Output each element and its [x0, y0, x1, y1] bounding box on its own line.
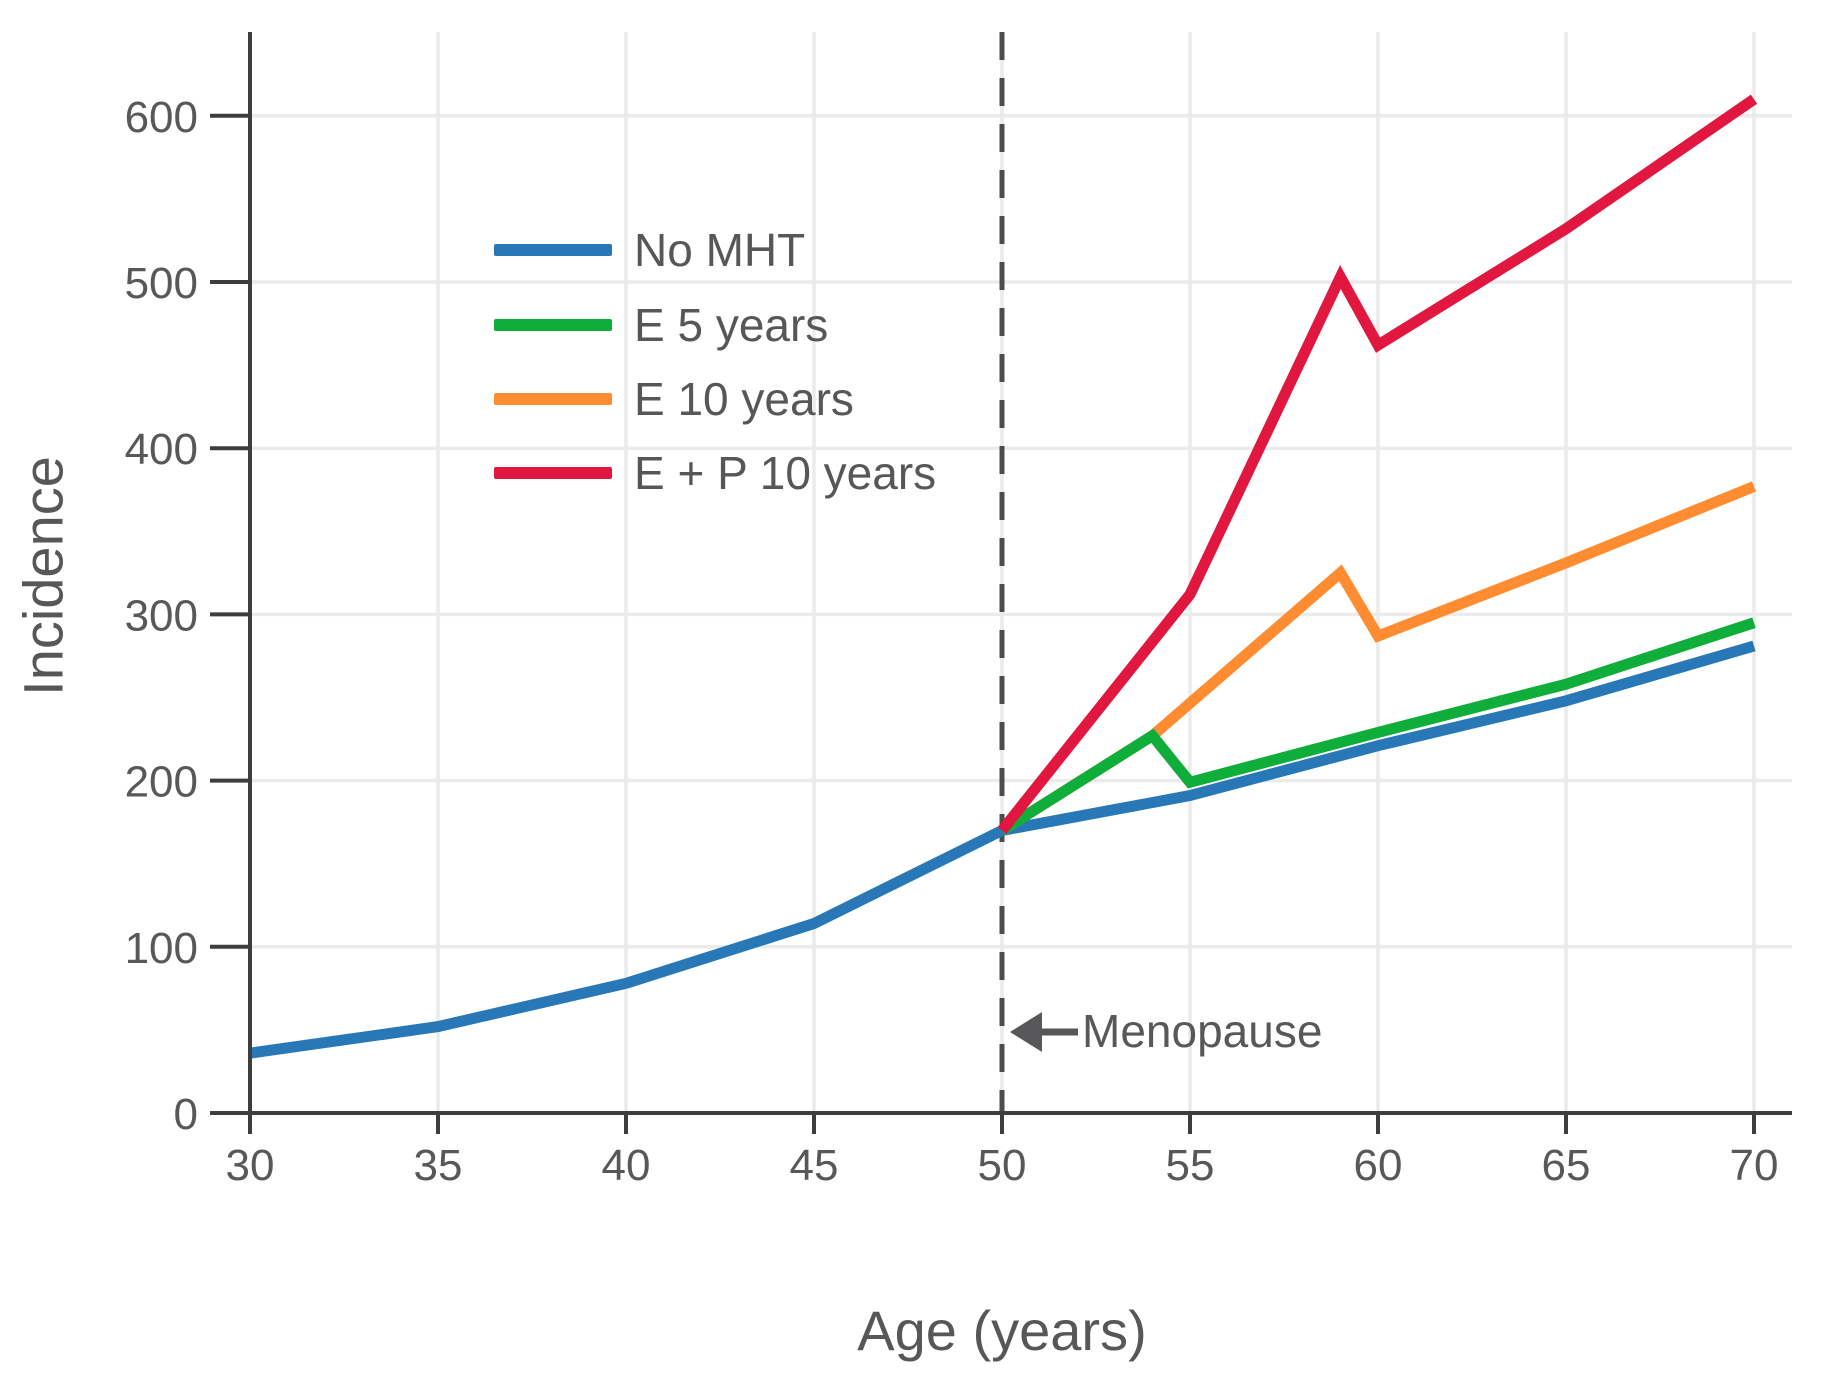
- legend-swatch-icon: [494, 244, 612, 257]
- legend-item-label: No MHT: [634, 224, 806, 277]
- svg-text:55: 55: [1166, 1141, 1215, 1190]
- svg-text:50: 50: [978, 1141, 1027, 1190]
- svg-text:100: 100: [125, 924, 198, 973]
- legend-item: No MHT: [494, 213, 936, 287]
- legend-item-label: E 5 years: [634, 298, 829, 351]
- svg-text:35: 35: [414, 1141, 463, 1190]
- y-axis-title: Incidence: [11, 456, 75, 696]
- svg-text:200: 200: [125, 758, 198, 807]
- legend-item: E + P 10 years: [494, 436, 936, 510]
- legend-item-label: E + P 10 years: [634, 447, 937, 500]
- legend-swatch-icon: [494, 467, 612, 480]
- svg-text:400: 400: [125, 425, 198, 474]
- svg-text:600: 600: [125, 93, 198, 142]
- svg-text:60: 60: [1354, 1141, 1403, 1190]
- menopause-annotation: Menopause: [1082, 1005, 1323, 1057]
- x-axis-title: Age (years): [857, 1299, 1147, 1362]
- svg-text:45: 45: [790, 1141, 839, 1190]
- legend-item-label: E 10 years: [634, 372, 854, 425]
- svg-text:65: 65: [1542, 1141, 1591, 1190]
- svg-text:70: 70: [1730, 1141, 1779, 1190]
- svg-text:500: 500: [125, 259, 198, 308]
- legend-swatch-icon: [494, 392, 612, 405]
- legend-item: E 10 years: [494, 362, 936, 436]
- legend-swatch-icon: [494, 318, 612, 331]
- svg-text:300: 300: [125, 591, 198, 640]
- chart-legend: No MHT E 5 years E 10 years E + P 10 yea…: [494, 213, 936, 511]
- svg-text:0: 0: [174, 1090, 198, 1139]
- svg-text:30: 30: [226, 1141, 275, 1190]
- legend-item: E 5 years: [494, 287, 936, 361]
- svg-text:40: 40: [602, 1141, 651, 1190]
